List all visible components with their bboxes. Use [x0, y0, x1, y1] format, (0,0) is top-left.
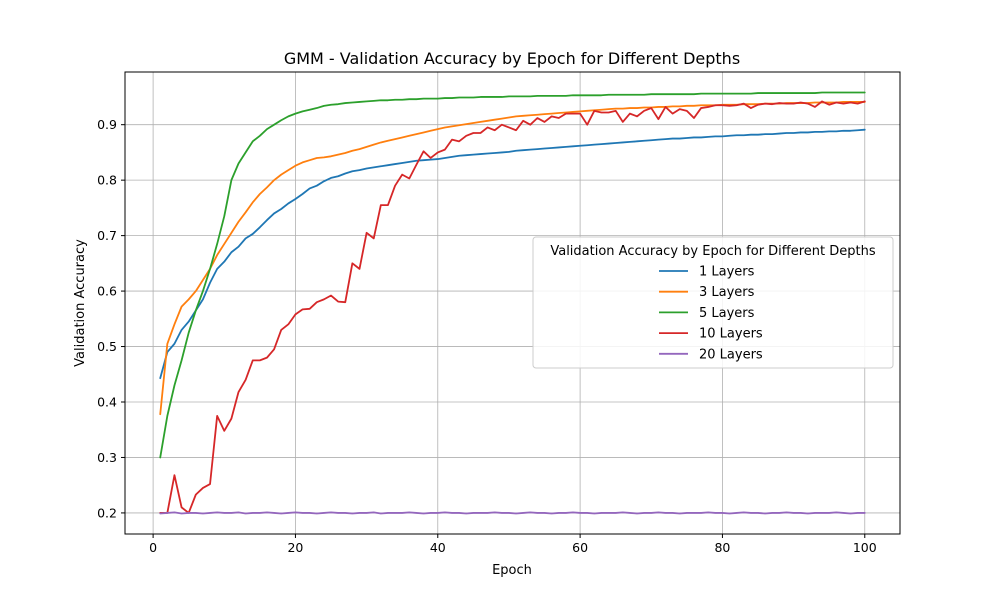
y-tick-label: 0.2 — [97, 505, 117, 520]
x-tick-label: 60 — [572, 540, 588, 555]
legend-label-5-layers: 5 Layers — [699, 306, 755, 321]
y-tick-label: 0.3 — [97, 450, 117, 465]
legend-entries: 1 Layers 3 Layers 5 Layers 10 Layers 20 Laye… — [659, 265, 763, 362]
axis-ticks: 0 20 40 60 80 100 0.2 0.3 0.4 0.5 0.6 0.7 0.8 0.9 — [97, 117, 877, 555]
legend-label-10-layers: 10 Layers — [699, 327, 763, 342]
x-tick-label: 20 — [287, 540, 303, 555]
plot-frame — [124, 71, 901, 535]
series-layer — [159, 91, 866, 515]
y-tick-label: 0.9 — [97, 117, 117, 132]
x-axis-label: Epoch — [492, 563, 532, 578]
y-tick-label: 0.5 — [97, 339, 117, 354]
series-line-1-layers — [159, 128, 866, 380]
legend-title: Validation Accuracy by Epoch for Differe… — [550, 244, 876, 259]
y-tick-label: 0.4 — [97, 395, 117, 410]
y-axis-label: Validation Accuracy — [73, 239, 88, 367]
x-tick-label: 40 — [430, 540, 446, 555]
legend-label-3-layers: 3 Layers — [699, 285, 755, 300]
y-tick-label: 0.6 — [97, 284, 117, 299]
legend-label-20-layers: 20 Layers — [699, 347, 763, 362]
series-line-20-layers — [159, 511, 866, 515]
legend-box — [532, 236, 894, 369]
x-tick-label: 100 — [853, 540, 877, 555]
legend-label-1-layers: 1 Layers — [699, 265, 755, 280]
x-tick-label: 80 — [714, 540, 730, 555]
chart-title: GMM - Validation Accuracy by Epoch for D… — [284, 49, 740, 68]
y-tick-label: 0.8 — [97, 173, 117, 188]
series-line-3-layers — [159, 101, 866, 416]
legend: Validation Accuracy by Epoch for Differe… — [532, 236, 894, 369]
y-tick-label: 0.7 — [97, 228, 117, 243]
series-line-5-layers — [159, 91, 866, 459]
x-tick-label: 0 — [149, 540, 157, 555]
series-line-10-layers — [159, 100, 866, 514]
